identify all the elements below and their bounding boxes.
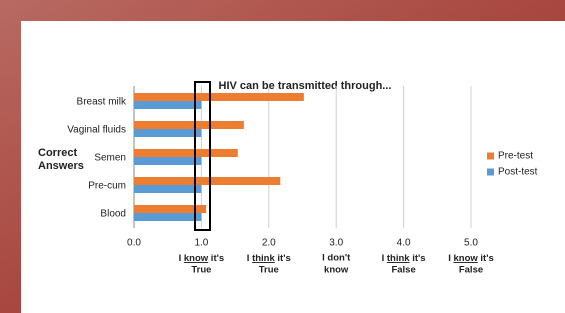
bar bbox=[134, 93, 304, 101]
x-description-part: it's bbox=[478, 253, 494, 264]
x-tick-label: 2.0 bbox=[262, 238, 276, 249]
x-description: I think it's bbox=[247, 253, 291, 264]
y-tick-label: Semen bbox=[94, 153, 126, 164]
bar bbox=[134, 129, 201, 137]
y-tick-label: Pre-cum bbox=[88, 181, 126, 192]
y-axis-title: Correct bbox=[38, 147, 77, 159]
bar bbox=[134, 121, 244, 129]
x-description: I know it's bbox=[448, 253, 494, 264]
x-description: True bbox=[259, 265, 279, 276]
x-description: know bbox=[324, 265, 349, 276]
chart-title: HIV can be transmitted through... bbox=[219, 80, 392, 92]
x-tick-label: 5.0 bbox=[464, 238, 478, 249]
slide-content bbox=[21, 21, 565, 313]
legend-label: Pre-test bbox=[498, 151, 533, 162]
y-axis-title: Answers bbox=[38, 160, 84, 172]
x-description: I know it's bbox=[179, 253, 225, 264]
y-tick-label: Vaginal fluids bbox=[67, 125, 126, 136]
y-tick-label: Blood bbox=[100, 209, 126, 220]
x-tick-label: 3.0 bbox=[329, 238, 343, 249]
x-description: False bbox=[391, 265, 415, 276]
x-tick-label: 1.0 bbox=[194, 238, 208, 249]
x-description-part: know bbox=[184, 253, 209, 264]
x-description: True bbox=[191, 265, 211, 276]
x-description: False bbox=[459, 265, 483, 276]
bar bbox=[134, 101, 201, 109]
x-description-part: know bbox=[454, 253, 479, 264]
x-description-part: it's bbox=[410, 253, 426, 264]
x-description: I think it's bbox=[382, 253, 426, 264]
y-tick-label: Breast milk bbox=[77, 97, 127, 108]
x-description-part: it's bbox=[275, 253, 291, 264]
bar bbox=[134, 157, 201, 165]
x-description-part: it's bbox=[208, 253, 224, 264]
x-description: I don't bbox=[322, 253, 351, 264]
x-description-part: think bbox=[252, 253, 275, 264]
legend-label: Post-test bbox=[498, 167, 538, 178]
bar bbox=[134, 185, 201, 193]
bar bbox=[134, 177, 280, 185]
x-description-part: think bbox=[387, 253, 410, 264]
x-tick-label: 0.0 bbox=[127, 238, 141, 249]
x-tick-label: 4.0 bbox=[397, 238, 411, 249]
legend-swatch bbox=[487, 169, 494, 176]
slide: HIV can be transmitted through... Correc… bbox=[0, 0, 565, 313]
bar bbox=[134, 149, 238, 157]
bar bbox=[134, 213, 201, 221]
legend-swatch bbox=[487, 153, 494, 160]
